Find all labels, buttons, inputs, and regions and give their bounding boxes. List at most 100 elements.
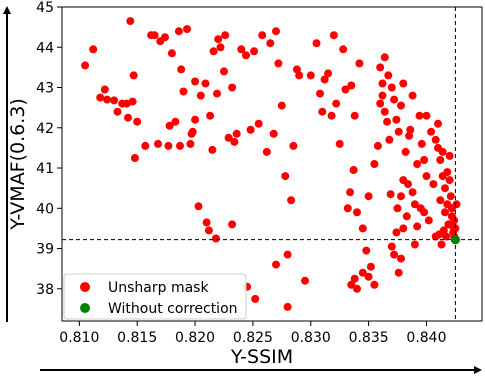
point-unsharp-mask — [424, 216, 433, 225]
point-unsharp-mask — [394, 127, 403, 136]
y-tick-label: 42 — [36, 121, 54, 137]
point-unsharp-mask — [386, 190, 395, 199]
point-unsharp-mask — [262, 147, 271, 156]
point-unsharp-mask — [242, 51, 250, 60]
point-unsharp-mask — [445, 151, 454, 160]
point-unsharp-mask — [376, 63, 385, 72]
x-tick-label: 0.825 — [233, 330, 273, 346]
point-unsharp-mask — [206, 111, 215, 120]
point-unsharp-mask — [438, 172, 447, 181]
point-unsharp-mask — [154, 139, 162, 148]
point-unsharp-mask — [408, 188, 417, 197]
point-unsharp-mask — [415, 111, 424, 120]
point-unsharp-mask — [167, 49, 176, 58]
point-unsharp-mask — [283, 302, 292, 311]
point-unsharp-mask — [364, 192, 373, 201]
point-unsharp-mask — [413, 160, 422, 168]
point-unsharp-mask — [401, 147, 410, 156]
point-unsharp-mask — [220, 67, 228, 76]
point-unsharp-mask — [399, 224, 408, 233]
point-unsharp-mask — [204, 226, 213, 235]
point-unsharp-mask — [416, 204, 425, 213]
point-unsharp-mask — [417, 139, 426, 148]
point-unsharp-mask — [216, 43, 225, 52]
point-unsharp-mask — [355, 59, 364, 68]
point-unsharp-mask — [384, 71, 393, 80]
y-axis: 38 39 40 41 42 43 44 45 — [36, 0, 62, 298]
point-unsharp-mask — [194, 202, 203, 211]
point-unsharp-mask — [96, 93, 105, 102]
point-unsharp-mask — [387, 83, 396, 92]
point-unsharp-mask — [124, 113, 132, 122]
point-unsharp-mask — [434, 119, 442, 128]
point-unsharp-mask — [211, 234, 220, 243]
point-unsharp-mask — [390, 250, 399, 259]
point-unsharp-mask — [434, 143, 442, 152]
point-unsharp-mask — [110, 96, 119, 105]
point-unsharp-mask — [420, 156, 429, 164]
point-unsharp-mask — [362, 246, 371, 255]
point-unsharp-mask — [251, 294, 260, 303]
point-unsharp-mask — [394, 268, 403, 277]
point-unsharp-mask — [370, 160, 379, 168]
point-unsharp-mask — [392, 228, 401, 237]
point-without-correction-top — [450, 235, 460, 245]
point-unsharp-mask — [258, 31, 267, 40]
point-unsharp-mask — [287, 196, 296, 205]
point-unsharp-mask — [427, 127, 436, 136]
point-unsharp-mask — [402, 212, 411, 221]
point-unsharp-mask — [339, 45, 348, 54]
x-tick-label: 0.830 — [291, 330, 331, 346]
point-unsharp-mask — [436, 156, 445, 164]
y-tick-label: 44 — [36, 40, 54, 56]
point-unsharp-mask — [133, 117, 142, 126]
point-unsharp-mask — [171, 117, 180, 126]
legend: Unsharp mask Without correction — [63, 273, 247, 320]
point-unsharp-mask — [228, 220, 237, 229]
point-unsharp-mask — [295, 71, 304, 80]
point-unsharp-mask — [324, 69, 333, 78]
point-unsharp-mask — [358, 268, 367, 277]
y-tick-label: 41 — [36, 161, 54, 177]
point-unsharp-mask — [385, 135, 394, 144]
point-unsharp-mask — [392, 115, 401, 124]
point-unsharp-mask — [364, 272, 373, 281]
point-unsharp-mask — [387, 242, 396, 251]
point-unsharp-mask — [191, 115, 200, 124]
point-unsharp-mask — [422, 172, 431, 181]
point-unsharp-mask — [349, 166, 358, 174]
y-tick-label: 39 — [36, 242, 54, 258]
point-unsharp-mask — [380, 107, 389, 116]
legend-label-without-correction: Without correction — [108, 301, 238, 317]
point-unsharp-mask — [329, 31, 338, 40]
point-unsharp-mask — [269, 129, 278, 138]
point-unsharp-mask — [179, 87, 188, 96]
point-unsharp-mask — [188, 127, 197, 136]
point-unsharp-mask — [429, 180, 438, 189]
point-unsharp-mask — [335, 139, 344, 148]
point-unsharp-mask — [103, 95, 112, 104]
point-unsharp-mask — [376, 99, 385, 108]
point-unsharp-mask — [266, 39, 275, 48]
point-unsharp-mask — [113, 107, 122, 116]
point-unsharp-mask — [141, 141, 150, 150]
point-unsharp-mask — [277, 101, 286, 110]
y-axis-title: Y-VMAF(0.6.3) — [7, 98, 29, 231]
point-unsharp-mask — [327, 111, 336, 120]
point-unsharp-mask — [373, 141, 382, 150]
point-unsharp-mask — [320, 75, 329, 84]
point-unsharp-mask — [201, 79, 210, 88]
point-unsharp-mask — [306, 71, 315, 80]
point-unsharp-mask — [237, 45, 246, 54]
legend-marker-unsharp-mask — [80, 282, 90, 292]
point-unsharp-mask — [383, 117, 392, 126]
point-unsharp-mask — [89, 45, 98, 54]
point-unsharp-mask — [442, 232, 451, 241]
point-unsharp-mask — [176, 141, 184, 150]
y-tick-label: 38 — [36, 282, 54, 298]
point-unsharp-mask — [246, 125, 255, 134]
point-unsharp-mask — [358, 224, 367, 233]
point-unsharp-mask — [312, 39, 321, 48]
point-unsharp-mask — [208, 145, 217, 154]
